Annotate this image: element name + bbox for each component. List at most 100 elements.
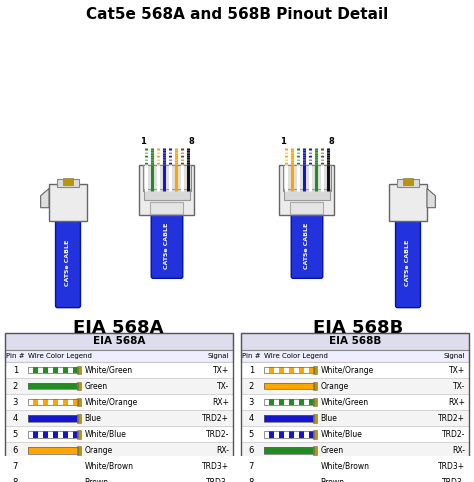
- Bar: [264, 463, 268, 470]
- Bar: [312, 478, 318, 482]
- Bar: [27, 463, 78, 470]
- Text: 6: 6: [13, 446, 18, 455]
- Bar: [303, 383, 309, 389]
- Text: 8: 8: [248, 478, 254, 482]
- Bar: [280, 165, 335, 215]
- Bar: [67, 463, 73, 470]
- Text: Green: Green: [84, 382, 108, 390]
- Text: RX+: RX+: [212, 398, 229, 407]
- Bar: [57, 463, 63, 470]
- Bar: [27, 383, 33, 389]
- Bar: [43, 447, 47, 454]
- Bar: [264, 383, 268, 389]
- Bar: [67, 447, 73, 454]
- Bar: [53, 463, 57, 470]
- Text: RX+: RX+: [448, 398, 465, 407]
- Text: White/Green: White/Green: [320, 398, 369, 407]
- Text: TRD2+: TRD2+: [202, 414, 229, 423]
- Bar: [143, 165, 191, 190]
- Bar: [309, 431, 313, 438]
- Bar: [33, 415, 37, 422]
- Text: RX-: RX-: [216, 446, 229, 455]
- Text: White/Brown: White/Brown: [84, 462, 134, 471]
- Bar: [76, 398, 82, 406]
- Bar: [268, 415, 273, 422]
- Bar: [273, 383, 279, 389]
- Bar: [53, 447, 57, 454]
- Bar: [299, 383, 303, 389]
- Bar: [37, 463, 43, 470]
- Bar: [5, 474, 233, 482]
- Bar: [27, 415, 33, 422]
- Bar: [53, 367, 57, 374]
- Text: 7: 7: [13, 462, 18, 471]
- Text: 8: 8: [188, 137, 194, 147]
- Text: Green: Green: [320, 446, 344, 455]
- Bar: [49, 184, 87, 221]
- Bar: [279, 383, 283, 389]
- Bar: [268, 383, 273, 389]
- Bar: [279, 463, 283, 470]
- Bar: [279, 447, 283, 454]
- Bar: [5, 410, 233, 426]
- Bar: [63, 415, 67, 422]
- Bar: [5, 333, 233, 350]
- Bar: [241, 333, 469, 350]
- Bar: [299, 447, 303, 454]
- Bar: [63, 367, 67, 374]
- Bar: [312, 430, 318, 439]
- Bar: [27, 463, 33, 470]
- Bar: [27, 399, 33, 405]
- Text: 1: 1: [140, 137, 146, 147]
- Bar: [303, 463, 309, 470]
- Text: Pin #: Pin #: [6, 353, 25, 359]
- Bar: [264, 431, 268, 438]
- Bar: [303, 415, 309, 422]
- Text: Orange: Orange: [320, 382, 349, 390]
- Bar: [33, 463, 37, 470]
- Bar: [43, 367, 47, 374]
- Bar: [264, 367, 313, 374]
- Bar: [76, 430, 82, 439]
- Bar: [312, 446, 318, 455]
- Text: 3: 3: [13, 398, 18, 407]
- Bar: [279, 367, 283, 374]
- Bar: [73, 479, 78, 482]
- Text: CAT5e CABLE: CAT5e CABLE: [65, 240, 71, 286]
- Bar: [73, 367, 78, 374]
- Bar: [273, 447, 279, 454]
- Bar: [33, 447, 37, 454]
- Bar: [33, 431, 37, 438]
- Bar: [27, 399, 78, 405]
- Bar: [5, 350, 233, 362]
- Text: TRD2-: TRD2-: [206, 430, 229, 439]
- Bar: [397, 179, 419, 187]
- Bar: [73, 431, 78, 438]
- Bar: [309, 479, 313, 482]
- Bar: [309, 399, 313, 405]
- Bar: [5, 458, 233, 474]
- Bar: [144, 188, 190, 200]
- Bar: [64, 178, 73, 186]
- Bar: [47, 383, 53, 389]
- Bar: [241, 362, 469, 378]
- Bar: [37, 415, 43, 422]
- Bar: [43, 463, 47, 470]
- Text: Brown: Brown: [84, 478, 109, 482]
- Bar: [273, 479, 279, 482]
- Bar: [63, 447, 67, 454]
- Bar: [241, 442, 469, 458]
- Polygon shape: [41, 188, 49, 208]
- Bar: [268, 479, 273, 482]
- Bar: [309, 383, 313, 389]
- Bar: [283, 415, 289, 422]
- Bar: [57, 447, 63, 454]
- Bar: [43, 431, 47, 438]
- Bar: [76, 382, 82, 390]
- Bar: [67, 399, 73, 405]
- Text: Brown: Brown: [320, 478, 345, 482]
- Text: 1: 1: [13, 365, 18, 375]
- Text: 4: 4: [13, 414, 18, 423]
- Text: Orange: Orange: [84, 446, 113, 455]
- Bar: [283, 447, 289, 454]
